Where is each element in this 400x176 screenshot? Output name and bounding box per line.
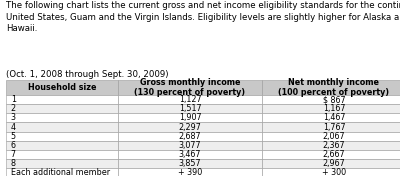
Bar xyxy=(118,122,262,132)
Text: 3,467: 3,467 xyxy=(179,150,201,159)
Bar xyxy=(118,150,262,159)
Bar xyxy=(118,159,262,168)
Bar xyxy=(118,113,262,122)
Bar xyxy=(262,95,400,104)
Bar xyxy=(6,104,118,113)
Text: $ 867: $ 867 xyxy=(323,95,345,104)
Bar xyxy=(262,104,400,113)
Text: 1,907: 1,907 xyxy=(179,113,201,122)
Bar xyxy=(6,150,118,159)
Text: + 390: + 390 xyxy=(178,168,202,176)
Text: The following chart lists the current gross and net income eligibility standards: The following chart lists the current gr… xyxy=(6,1,400,33)
Bar xyxy=(118,141,262,150)
Bar xyxy=(262,80,400,95)
Bar xyxy=(118,132,262,141)
Bar xyxy=(118,80,262,95)
Text: 1,767: 1,767 xyxy=(323,122,345,132)
Bar xyxy=(6,168,118,176)
Bar xyxy=(118,104,262,113)
Text: + 300: + 300 xyxy=(322,168,346,176)
Text: Gross monthly income
(130 percent of poverty): Gross monthly income (130 percent of pov… xyxy=(134,78,246,97)
Text: 2,687: 2,687 xyxy=(179,132,201,141)
Bar xyxy=(6,132,118,141)
Text: 6: 6 xyxy=(11,141,16,150)
Text: 3,857: 3,857 xyxy=(179,159,201,168)
Bar xyxy=(262,132,400,141)
Text: 1,467: 1,467 xyxy=(323,113,345,122)
Text: 2,967: 2,967 xyxy=(323,159,345,168)
Bar xyxy=(262,113,400,122)
Text: Net monthly income
(100 percent of poverty): Net monthly income (100 percent of pover… xyxy=(278,78,390,97)
Bar xyxy=(6,80,118,95)
Text: 5: 5 xyxy=(11,132,16,141)
Text: 2,297: 2,297 xyxy=(178,122,202,132)
Text: (Oct. 1, 2008 through Sept. 30, 2009): (Oct. 1, 2008 through Sept. 30, 2009) xyxy=(6,70,168,79)
Text: Each additional member: Each additional member xyxy=(11,168,110,176)
Text: 8: 8 xyxy=(11,159,16,168)
Text: 1,517: 1,517 xyxy=(179,104,201,113)
Text: 1,127: 1,127 xyxy=(179,95,201,104)
Text: 2,067: 2,067 xyxy=(323,132,345,141)
Bar xyxy=(262,168,400,176)
Bar xyxy=(262,150,400,159)
Text: 2,667: 2,667 xyxy=(323,150,345,159)
Bar xyxy=(6,141,118,150)
Text: 2,367: 2,367 xyxy=(323,141,345,150)
Bar xyxy=(6,159,118,168)
Bar xyxy=(118,95,262,104)
Text: 2: 2 xyxy=(11,104,16,113)
Bar xyxy=(262,159,400,168)
Text: 1: 1 xyxy=(11,95,16,104)
Bar xyxy=(6,95,118,104)
Bar xyxy=(6,113,118,122)
Text: 3,077: 3,077 xyxy=(179,141,201,150)
Text: 4: 4 xyxy=(11,122,16,132)
Bar xyxy=(262,122,400,132)
Text: 1,167: 1,167 xyxy=(323,104,345,113)
Bar xyxy=(118,168,262,176)
Text: 3: 3 xyxy=(11,113,16,122)
Text: Household size: Household size xyxy=(28,83,96,92)
Bar xyxy=(262,141,400,150)
Text: 7: 7 xyxy=(11,150,16,159)
Bar xyxy=(6,122,118,132)
